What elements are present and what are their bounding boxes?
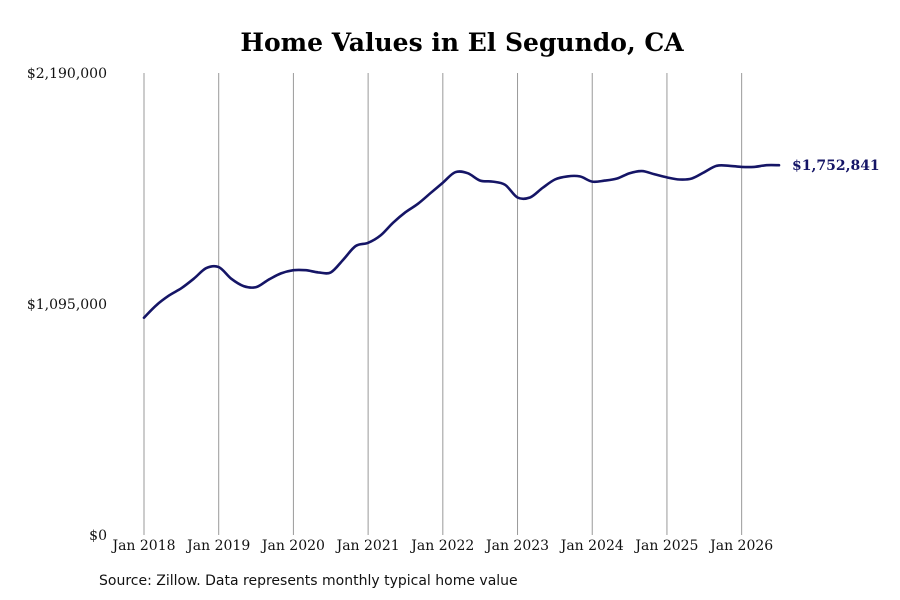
chart-title: Home Values in El Segundo, CA <box>240 28 684 57</box>
x-tick-label: Jan 2023 <box>484 538 549 554</box>
y-tick-label: $1,095,000 <box>27 297 107 313</box>
x-gridlines <box>143 73 743 535</box>
x-tick-label: Jan 2021 <box>335 538 400 554</box>
y-tick-label: $0 <box>89 528 107 544</box>
y-axis-tick-labels: $2,190,000 $1,095,000 $0 <box>27 66 107 544</box>
x-tick-label: Jan 2024 <box>559 538 624 554</box>
x-tick-label: Jan 2026 <box>708 538 773 554</box>
series-line-home-value <box>142 163 781 319</box>
x-tick-label: Jan 2022 <box>409 538 474 554</box>
x-tick-label: Jan 2020 <box>260 538 325 554</box>
end-value-label: $1,752,841 <box>792 158 880 174</box>
y-tick-label: $2,190,000 <box>27 66 107 82</box>
x-tick-label: Jan 2018 <box>110 538 175 554</box>
x-tick-label: Jan 2019 <box>185 538 250 554</box>
source-note: Source: Zillow. Data represents monthly … <box>99 573 518 589</box>
x-tick-label: Jan 2025 <box>633 538 698 554</box>
x-axis-tick-labels: Jan 2018 Jan 2019 Jan 2020 Jan 2021 Jan 2022… <box>110 538 773 554</box>
